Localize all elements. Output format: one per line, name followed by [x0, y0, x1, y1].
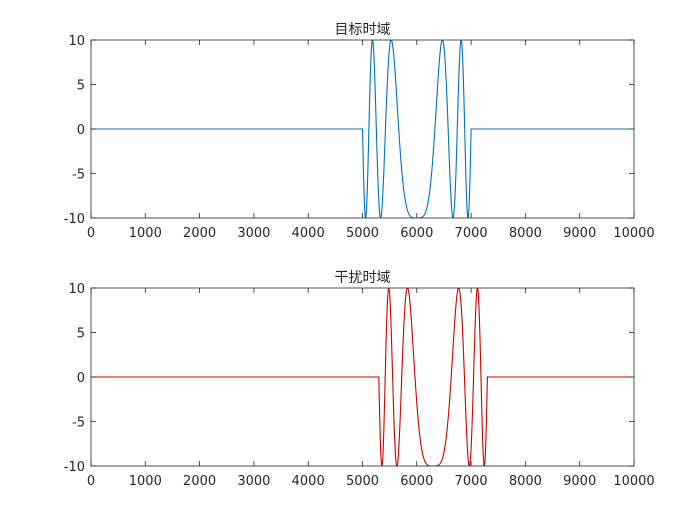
x-tick-label: 2000: [183, 474, 216, 489]
y-tick-label: -10: [64, 460, 85, 475]
x-tick-label: 1000: [129, 226, 162, 241]
y-tick-label: 5: [77, 327, 85, 342]
y-tick-label: 0: [77, 123, 85, 138]
x-tick-label: 8000: [509, 474, 542, 489]
x-tick-label: 9000: [563, 226, 596, 241]
x-tick-label: 3000: [237, 474, 270, 489]
y-tick-label: -10: [64, 212, 85, 227]
x-tick-label: 9000: [563, 474, 596, 489]
y-tick-label: 10: [68, 34, 85, 49]
x-tick-label: 5000: [346, 226, 379, 241]
x-tick-label: 10000: [613, 226, 654, 241]
x-tick-label: 3000: [237, 226, 270, 241]
x-tick-label: 4000: [292, 474, 325, 489]
x-tick-label: 10000: [613, 474, 654, 489]
y-tick-label: -5: [72, 168, 85, 183]
x-tick-label: 1000: [129, 474, 162, 489]
chart-title: 目标时域: [335, 22, 391, 38]
subplot-interference: 0 1000 2000 3000 4000 5000 6000 7000 8000 9000 100…: [64, 270, 655, 489]
y-tick-label: 5: [77, 79, 85, 94]
x-tick-label: 0: [87, 226, 95, 241]
chart-title: 干扰时域: [335, 270, 391, 286]
y-tick-label: -5: [72, 416, 85, 431]
x-tick-label: 4000: [292, 226, 325, 241]
x-tick-label: 6000: [400, 474, 433, 489]
x-tick-label: 5000: [346, 474, 379, 489]
y-tick-label: 0: [77, 371, 85, 386]
x-tick-label: 6000: [400, 226, 433, 241]
subplot-target: 0 1000 2000 3000 4000 5000 6000 7000 8000 9000 100…: [64, 22, 655, 241]
x-tick-label: 7000: [455, 474, 488, 489]
x-tick-label: 7000: [455, 226, 488, 241]
x-tick-label: 8000: [509, 226, 542, 241]
y-tick-label: 10: [68, 282, 85, 297]
x-tick-label: 0: [87, 474, 95, 489]
x-tick-label: 2000: [183, 226, 216, 241]
